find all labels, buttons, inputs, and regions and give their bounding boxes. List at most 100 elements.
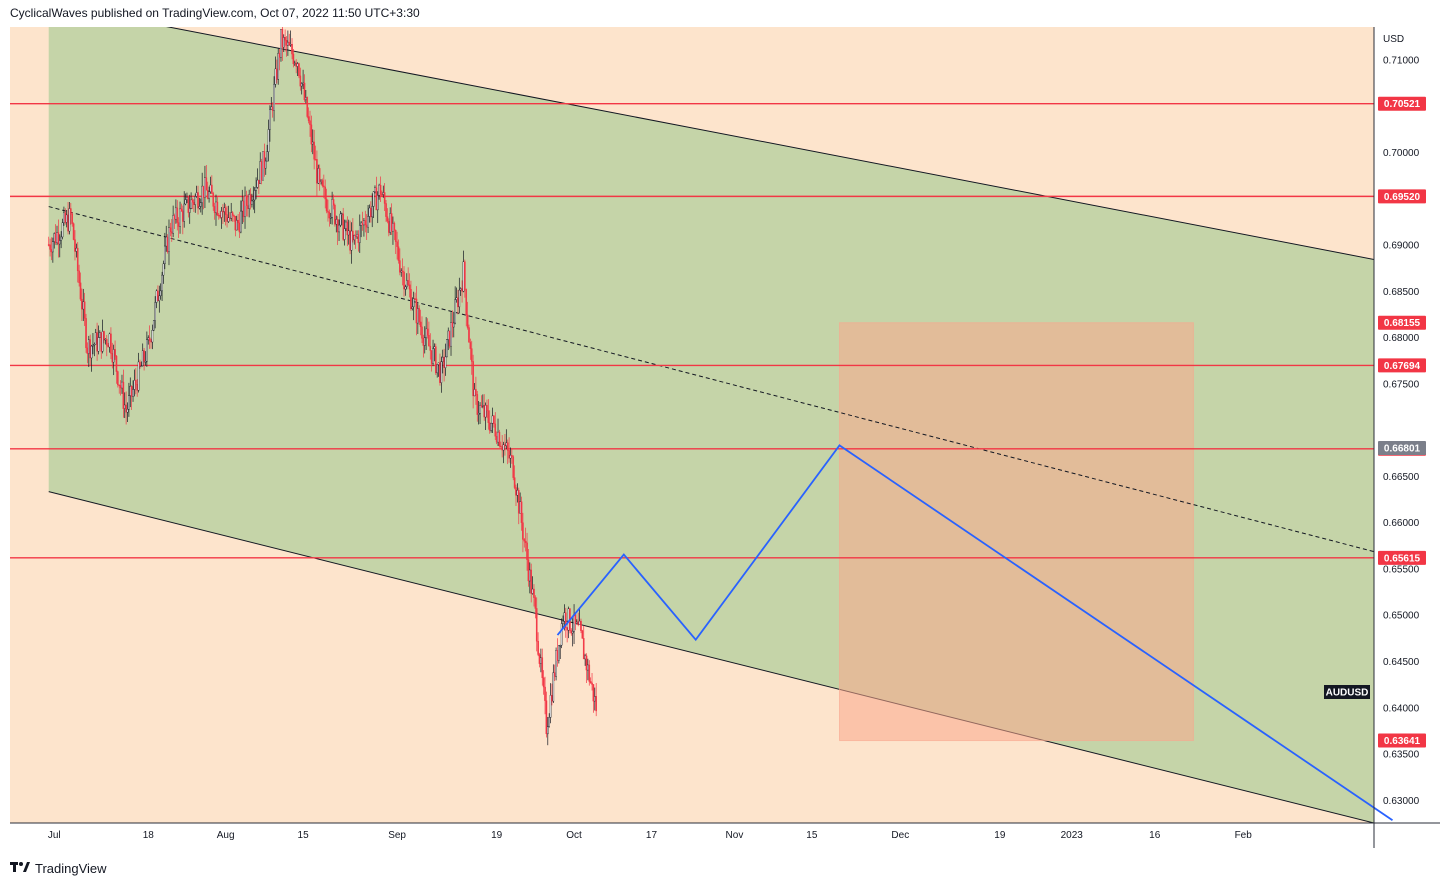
candle-body xyxy=(476,394,479,415)
target-box xyxy=(839,322,1194,742)
candle-body xyxy=(252,199,255,202)
candle-body xyxy=(578,620,581,625)
candle-body xyxy=(83,301,86,319)
candle-body xyxy=(50,249,53,253)
candle-body xyxy=(531,588,534,594)
level-tag-0.67694 xyxy=(1378,358,1426,373)
candle-body xyxy=(564,612,567,629)
candle-body xyxy=(173,215,176,220)
x-tick-label: Aug xyxy=(217,830,235,841)
candle-body xyxy=(462,261,465,292)
candle-body xyxy=(414,298,416,300)
candle-body xyxy=(217,214,220,217)
price-tag-0.63641 xyxy=(1378,733,1426,748)
candle-body xyxy=(563,612,566,622)
candle-body xyxy=(245,195,248,206)
candle-body xyxy=(378,184,380,196)
candle-body xyxy=(89,339,91,359)
candle-body xyxy=(195,192,198,197)
candle-body xyxy=(582,638,585,660)
candle-body xyxy=(370,207,372,218)
candle-body xyxy=(159,290,162,297)
candle-body xyxy=(331,199,333,218)
candle-body xyxy=(157,290,159,302)
candle-body xyxy=(186,197,188,200)
candle-body xyxy=(527,559,530,582)
candle-body xyxy=(114,349,116,357)
candle-body xyxy=(513,477,516,488)
candle-body xyxy=(469,342,472,349)
candle-body xyxy=(58,240,61,245)
candle-body xyxy=(244,195,246,218)
candle-body xyxy=(332,199,335,206)
candle-body xyxy=(90,345,93,359)
candle-body xyxy=(534,597,537,609)
candle-body xyxy=(234,216,237,231)
candle-body xyxy=(215,201,217,214)
candle-body xyxy=(233,215,235,217)
candle-body xyxy=(512,456,515,478)
candle-body xyxy=(180,208,183,212)
candle-body xyxy=(204,177,206,198)
candle-body xyxy=(593,696,596,702)
candle-body xyxy=(450,322,452,347)
candle-body xyxy=(544,686,546,701)
candle-body xyxy=(410,288,412,310)
candle-body xyxy=(535,608,538,642)
candle-body xyxy=(183,203,185,222)
candle-body xyxy=(112,349,115,363)
candle-body xyxy=(295,62,297,67)
candle-body xyxy=(72,223,75,240)
candle-body xyxy=(475,389,477,395)
tradingview-logo-icon xyxy=(10,860,30,876)
candle-body xyxy=(201,185,203,203)
candle-body xyxy=(61,222,64,238)
candle-body xyxy=(487,410,490,423)
candle-body xyxy=(419,321,422,328)
level-tag-0.69520 xyxy=(1378,189,1426,204)
candle-body xyxy=(466,314,469,328)
candle-body xyxy=(587,664,589,671)
candle-body xyxy=(323,185,325,188)
candle-body xyxy=(68,208,71,232)
candle-body xyxy=(560,623,563,646)
candle-body xyxy=(415,298,418,324)
price-tag-0.66801 xyxy=(1378,441,1426,456)
candle-body xyxy=(282,37,285,48)
candle-body xyxy=(338,224,340,233)
candle-body xyxy=(273,84,275,111)
candle-body xyxy=(60,236,62,241)
candle-body xyxy=(490,422,492,431)
candle-body xyxy=(276,68,278,80)
candle-body xyxy=(198,206,201,209)
candle-body xyxy=(246,205,249,209)
candle-body xyxy=(480,405,483,407)
candle-body xyxy=(162,263,165,276)
candle-body xyxy=(271,106,274,111)
candle-body xyxy=(53,233,56,242)
candle-body xyxy=(135,380,137,385)
candle-body xyxy=(440,361,443,383)
candle-body xyxy=(390,213,393,232)
candle-body xyxy=(580,620,582,631)
candle-body xyxy=(316,159,318,184)
candle-body xyxy=(63,212,65,223)
candle-body xyxy=(259,161,262,184)
candle-body xyxy=(241,200,244,212)
candle-body xyxy=(549,694,552,718)
candle-body xyxy=(133,380,136,390)
candle-body xyxy=(269,109,271,130)
candle-body xyxy=(483,404,485,418)
candle-body xyxy=(205,177,208,191)
candle-body xyxy=(484,404,487,418)
candle-body xyxy=(300,83,303,87)
candle-body xyxy=(143,350,145,362)
candle-body xyxy=(360,222,362,226)
candle-body xyxy=(392,222,394,232)
candle-body xyxy=(193,202,195,205)
channel-midline xyxy=(48,206,1374,553)
x-tick-label: 19 xyxy=(994,830,1006,841)
candle-body xyxy=(107,345,109,348)
